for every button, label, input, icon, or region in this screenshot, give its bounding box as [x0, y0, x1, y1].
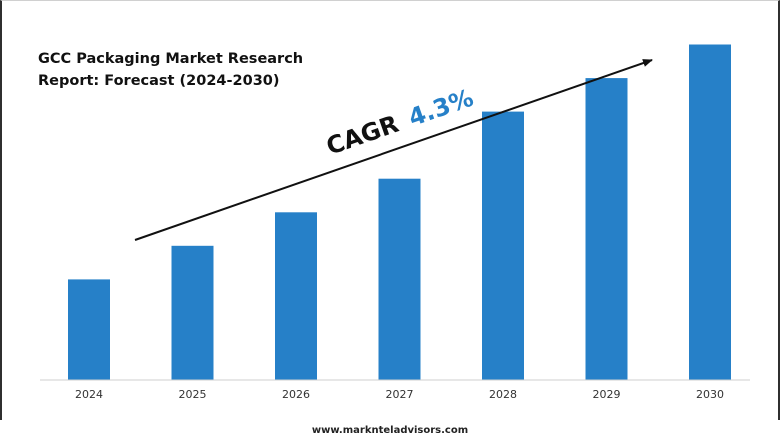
x-tick-label-2027: 2027: [386, 388, 414, 401]
x-tick-label-2028: 2028: [489, 388, 517, 401]
chart-title: GCC Packaging Market Research Report: Fo…: [38, 48, 303, 92]
bar-2025: [171, 245, 214, 380]
footer-band: [0, 420, 780, 440]
x-tick-label-2029: 2029: [593, 388, 621, 401]
x-tick-label-2026: 2026: [282, 388, 310, 401]
bar-2028: [482, 111, 524, 380]
bar-2027: [378, 178, 421, 380]
x-tick-label-2025: 2025: [179, 388, 207, 401]
chart-title-line-2: Report: Forecast (2024-2030): [38, 73, 280, 89]
x-axis-tick-labels: 2024 2025 2026 2027 2028 2029 2030: [75, 388, 724, 401]
cagr-label: CAGR: [323, 110, 402, 161]
cagr-annotation: CAGR 4.3%: [323, 84, 477, 161]
chart-title-line-1: GCC Packaging Market Research: [38, 51, 304, 67]
cagr-trend-arrow: [134, 59, 653, 241]
bar-2029: [585, 78, 628, 380]
footer-url: www.marknteladvisors.com: [311, 425, 469, 436]
x-tick-label-2030: 2030: [696, 388, 724, 401]
bar-2024: [68, 279, 110, 380]
bar-2030: [689, 44, 731, 380]
x-tick-label-2024: 2024: [75, 388, 103, 401]
bar-2026: [275, 212, 317, 380]
bar-series: [68, 44, 731, 380]
